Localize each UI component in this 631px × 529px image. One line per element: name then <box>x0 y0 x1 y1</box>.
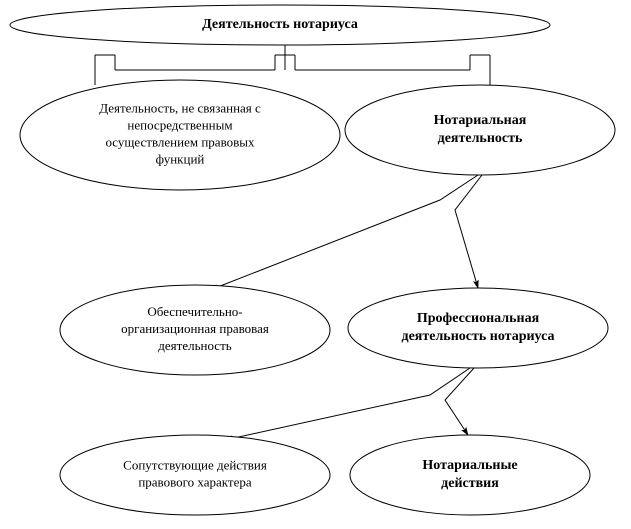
node-left3-label-line-1: правового характера <box>138 474 252 489</box>
node-left1-label-line-3: функций <box>156 151 205 166</box>
node-right3-label-line-1: действия <box>441 476 499 491</box>
node-root-label-line-0: Деятельность нотариуса <box>202 17 358 32</box>
node-right1: Нотариальная деятельность <box>345 85 615 175</box>
node-left1-label-line-1: непосредственным <box>127 117 232 132</box>
node-left2-label-line-1: организационная правовая <box>121 321 269 336</box>
node-right1-label-line-0: Нотариальная <box>434 113 527 128</box>
edge-right1-right2 <box>455 175 482 288</box>
node-right2-label-line-0: Профессиональная <box>417 311 540 326</box>
node-right2: Профессиональная деятельность нотариуса <box>348 288 608 368</box>
node-left2: Обеспечительно-организационная правовая д… <box>60 285 330 375</box>
node-left2-label-line-0: Обеспечительно- <box>147 304 242 319</box>
diagram-canvas: Деятельность нотариуса Деятельность, не с… <box>0 0 631 529</box>
edge-right1-left2 <box>210 175 478 290</box>
node-right2-label-line-1: деятельность нотариуса <box>401 329 554 344</box>
node-left3-label-line-0: Сопутствующие действия <box>123 457 267 472</box>
bracket-connector <box>95 45 490 85</box>
edge-right2-left3 <box>225 368 470 440</box>
nodes: Деятельность нотариуса Деятельность, не с… <box>10 5 615 515</box>
node-right3-label-line-0: Нотариальные <box>422 458 517 473</box>
node-root: Деятельность нотариуса <box>10 5 550 45</box>
node-left1-label-line-2: осуществлением правовых <box>105 134 255 149</box>
node-left3: Сопутствующие действия правового характер… <box>60 435 330 515</box>
node-left1: Деятельность, не связанная с непосредстве… <box>20 80 340 190</box>
node-right3: Нотариальные действия <box>350 435 590 515</box>
node-right1-label-line-1: деятельность <box>438 131 523 146</box>
edge-right2-right3 <box>445 368 474 435</box>
node-left2-label-line-2: деятельность <box>158 338 231 353</box>
node-left1-label-line-0: Деятельность, не связанная с <box>99 100 261 115</box>
